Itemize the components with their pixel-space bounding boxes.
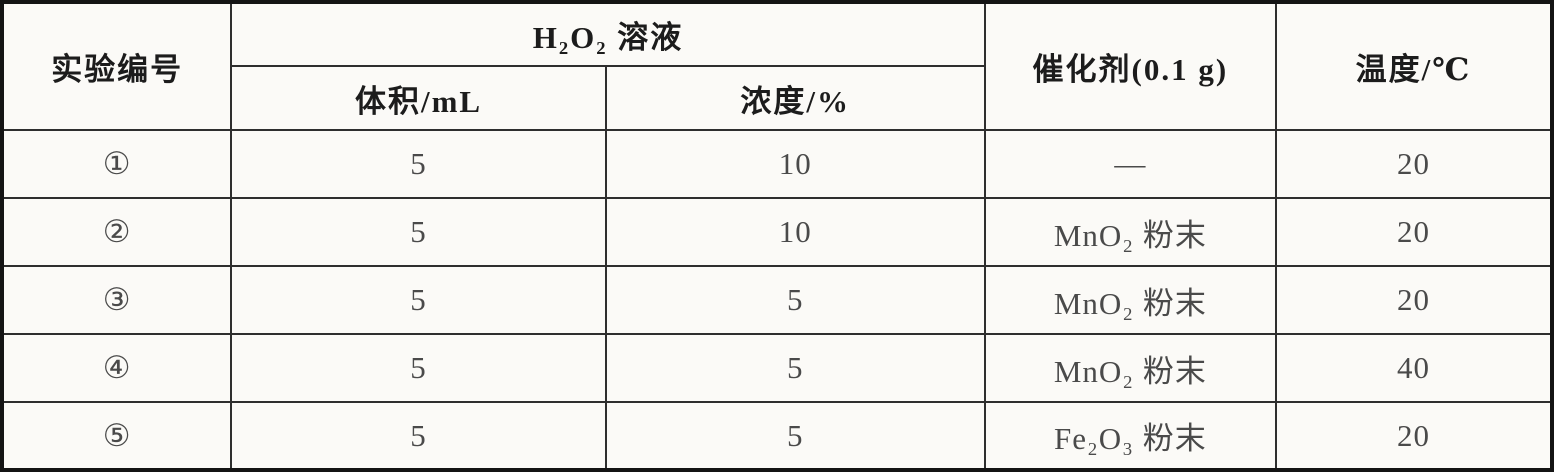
volume-cell: 5 [230, 333, 607, 403]
table-row: ② 5 10 MnO₂ 粉末 20 [0, 197, 1553, 267]
catalyst-cell: MnO₂ 粉末 [983, 333, 1278, 403]
temperature-cell: 40 [1275, 333, 1553, 403]
concentration-cell: 10 [604, 129, 986, 199]
table-row: ④ 5 5 MnO₂ 粉末 40 [0, 333, 1553, 403]
catalyst-cell: — [983, 129, 1278, 199]
volume-cell: 5 [230, 197, 607, 267]
table-row: ① 5 10—20 [0, 129, 1553, 199]
temperature-cell: 20 [1275, 401, 1553, 471]
table-row: ⑤ 5 5 Fe₂O₃ 粉末 20 [0, 401, 1553, 471]
experiment-number-cell: ① [0, 129, 233, 199]
table-header: 实验编号 H₂O₂ 溶液 催化剂(0.1 g) 温度/℃ 体积/mL 浓度/% [0, 1, 1553, 131]
catalyst-cell: MnO₂ 粉末 [983, 265, 1278, 335]
experiment-number-cell: ② [0, 197, 233, 267]
header-temperature: 温度/℃ [1275, 1, 1553, 131]
header-row-sub: 体积/mL 浓度/% [2, 65, 1552, 131]
volume-cell: 5 [230, 401, 607, 471]
table-row: ③ 5 5 MnO₂ 粉末 20 [0, 265, 1553, 335]
temperature-cell: 20 [1275, 129, 1553, 199]
header-volume: 体积/mL [230, 65, 607, 131]
header-catalyst: 催化剂(0.1 g) [983, 1, 1278, 131]
volume-cell: 5 [230, 265, 607, 335]
header-concentration: 浓度/% [604, 65, 986, 131]
experiment-number-cell: ③ [0, 265, 233, 335]
catalyst-cell: Fe₂O₃ 粉末 [983, 401, 1278, 471]
concentration-cell: 10 [604, 197, 986, 267]
concentration-cell: 5 [604, 333, 986, 403]
header-experiment-number: 实验编号 [0, 1, 233, 131]
table-body: ① 5 10—20 ② 5 10 MnO₂ 粉末 20 ③ 5 5 MnO₂ 粉末 20 ④ 5 5 MnO₂ … [0, 129, 1553, 471]
concentration-cell: 5 [604, 265, 986, 335]
temperature-cell: 20 [1275, 197, 1553, 267]
concentration-cell: 5 [604, 401, 986, 471]
experiment-number-cell: ⑤ [0, 401, 233, 471]
experiment-number-cell: ④ [0, 333, 233, 403]
header-row-top: 实验编号 H₂O₂ 溶液 催化剂(0.1 g) 温度/℃ [0, 1, 1553, 131]
catalyst-cell: MnO₂ 粉末 [983, 197, 1278, 267]
header-h2o2-solution-group: H₂O₂ 溶液 [230, 1, 986, 67]
volume-cell: 5 [230, 129, 607, 199]
temperature-cell: 20 [1275, 265, 1553, 335]
